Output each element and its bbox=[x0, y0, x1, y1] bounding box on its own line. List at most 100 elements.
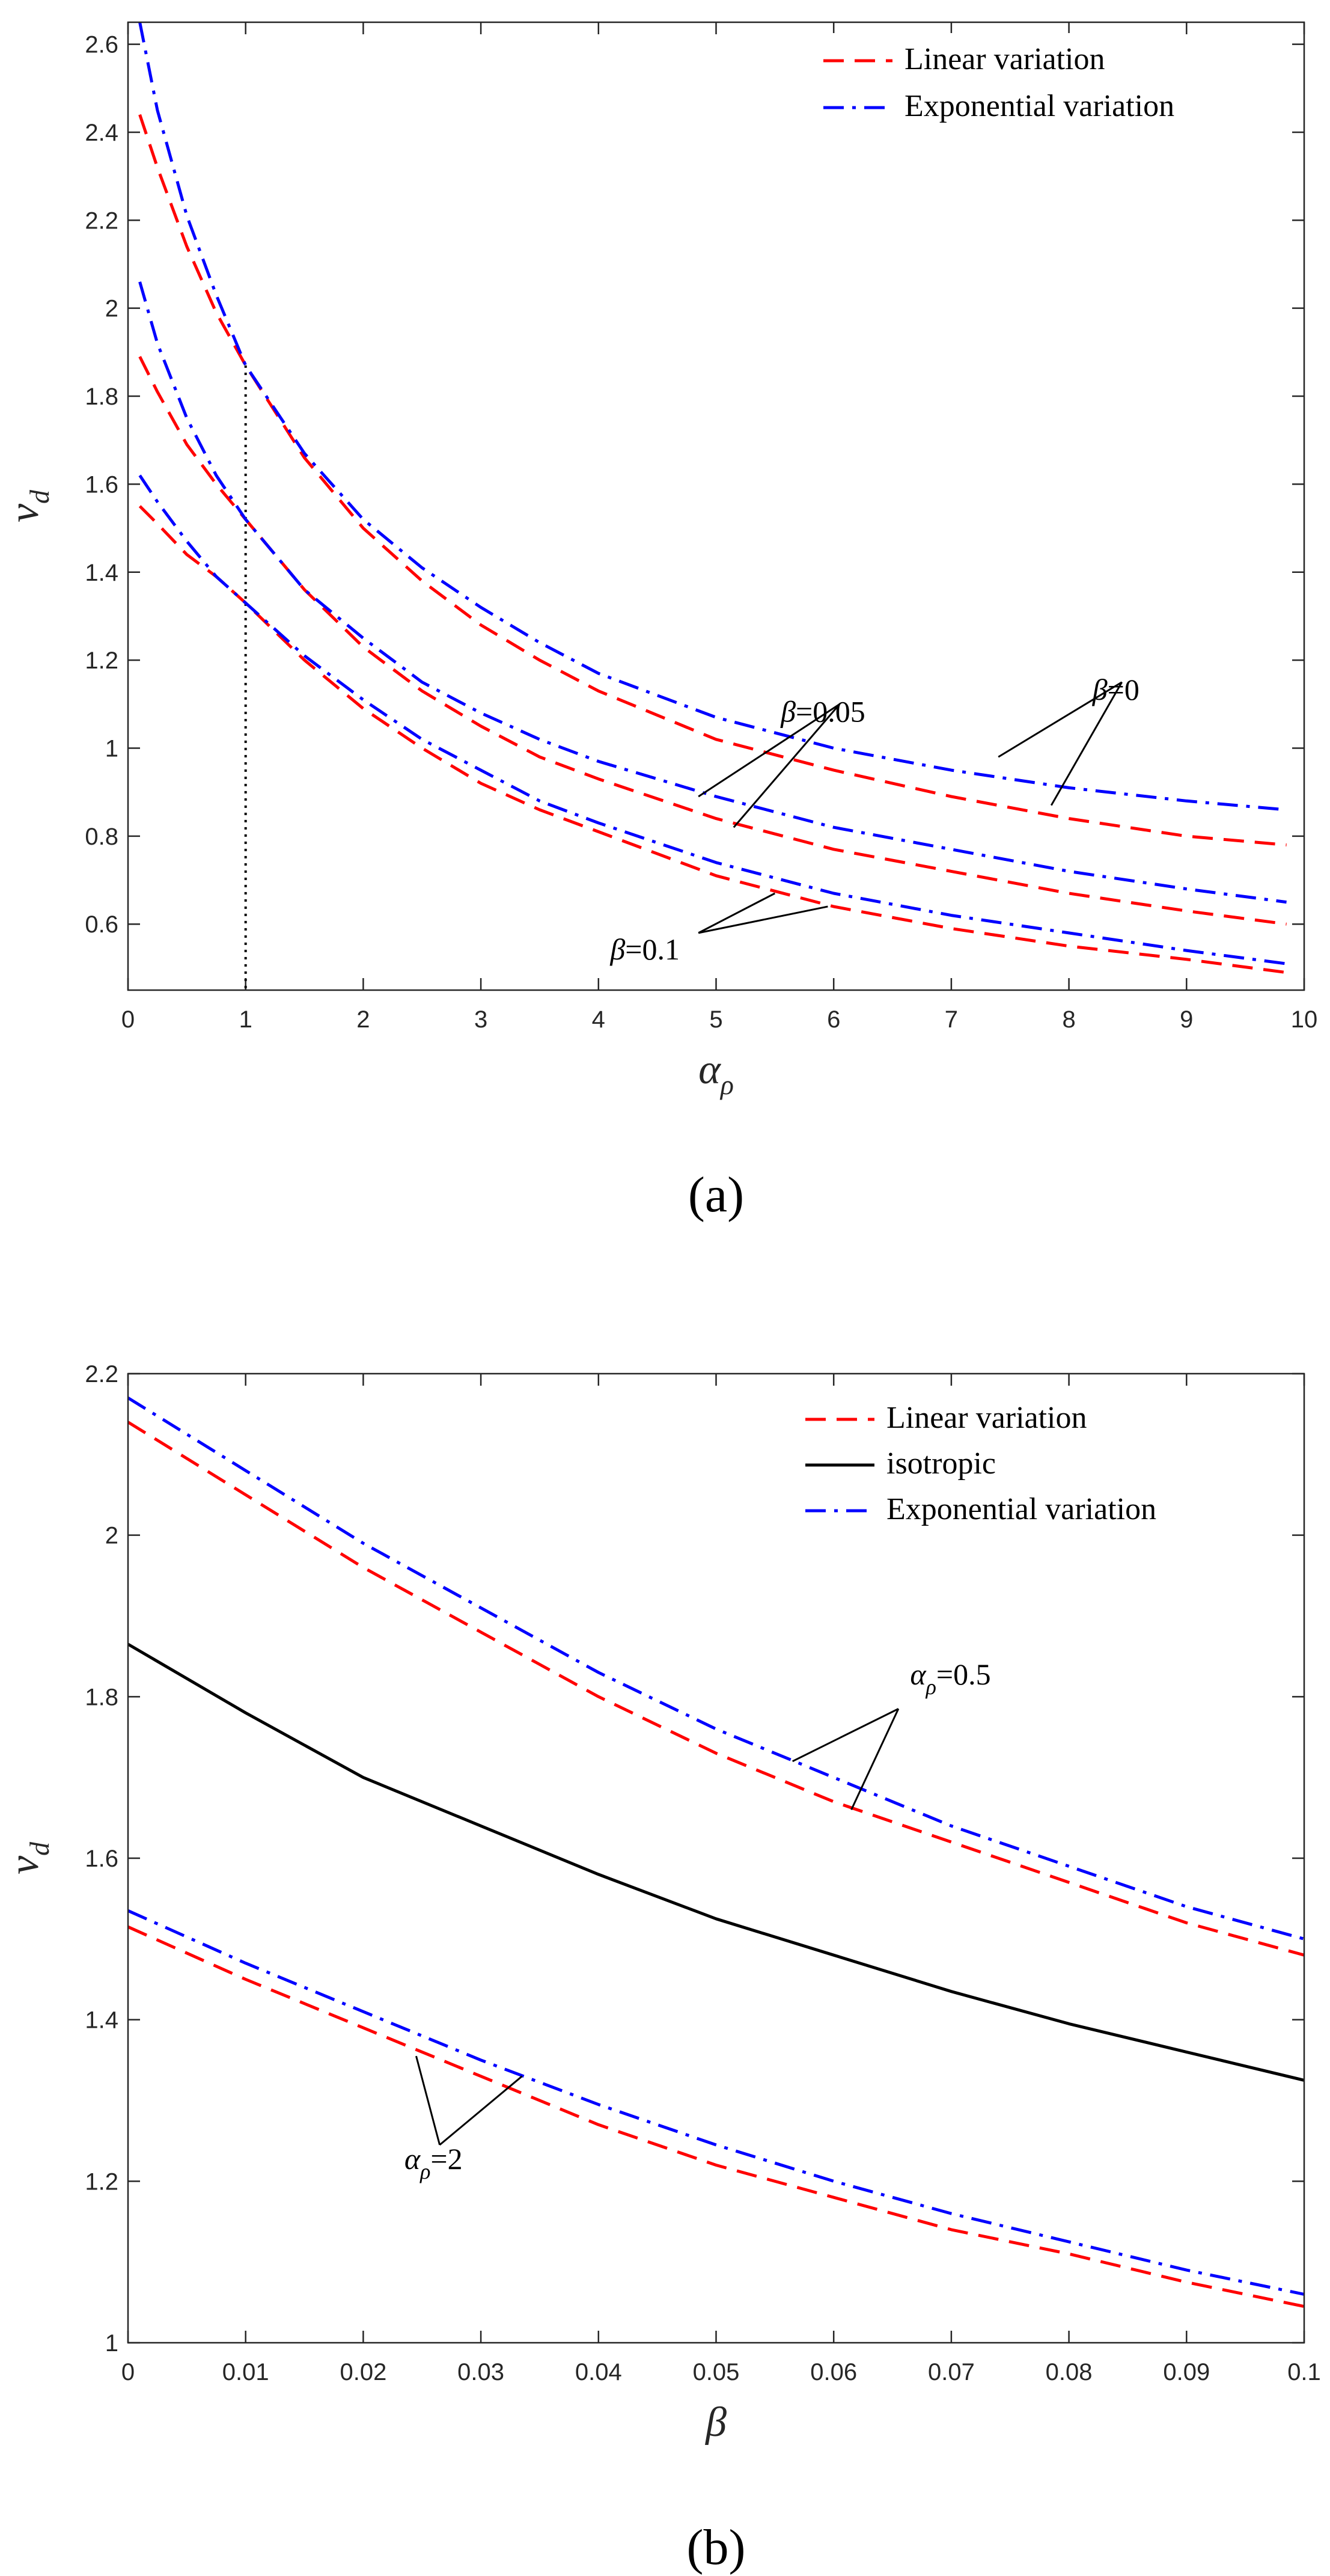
annotation-leader-line bbox=[1050, 681, 1123, 806]
series-line bbox=[138, 22, 1287, 812]
y-tick-label: 1.8 bbox=[85, 384, 118, 410]
x-tick-label: 0.05 bbox=[693, 2359, 740, 2385]
x-axis-label: β bbox=[704, 2399, 727, 2446]
y-tick-label: 1 bbox=[105, 736, 118, 762]
x-tick-label: 0.01 bbox=[222, 2359, 269, 2385]
series-line bbox=[127, 1421, 1305, 1957]
annotation-variable: α bbox=[910, 1657, 927, 1691]
panel-b: 0 0.01 0.02 0.03 0.04 0.05 0.06 0.07 0.08 0.09 0.1… bbox=[1, 1361, 1321, 2575]
y-tick-label: 1.8 bbox=[85, 1684, 118, 1710]
legend-label: Exponential variation bbox=[886, 1492, 1156, 1526]
annotation-leader-line bbox=[698, 905, 828, 934]
y-tick-label: 2.6 bbox=[85, 32, 118, 58]
series-line bbox=[138, 114, 1287, 846]
annotation-value: =0.05 bbox=[796, 695, 865, 729]
y-axis-label-symbol: v bbox=[1, 503, 47, 522]
axes-frame bbox=[127, 21, 1305, 991]
annotation-leader-line bbox=[733, 703, 841, 828]
y-tick-label: 1 bbox=[105, 2330, 118, 2357]
series-line bbox=[138, 505, 1287, 974]
legend-label: isotropic bbox=[886, 1446, 996, 1481]
x-tick-label: 4 bbox=[592, 1006, 605, 1033]
annotation-value: =0.1 bbox=[625, 932, 680, 966]
x-axis-label-symbol: α bbox=[698, 1047, 721, 1093]
x-tick-label: 0.02 bbox=[340, 2359, 386, 2385]
y-tick-label: 2 bbox=[105, 1523, 118, 1549]
axes-frame bbox=[127, 1372, 1305, 2344]
x-axis-label-symbol: β bbox=[704, 2399, 727, 2446]
annotation-subscript: ρ bbox=[926, 1675, 936, 1699]
x-tick-label: 3 bbox=[474, 1006, 487, 1033]
y-tick-label: 1.4 bbox=[85, 2007, 118, 2034]
x-tick-label: 10 bbox=[1291, 1006, 1318, 1033]
x-axis-label-subscript: ρ bbox=[719, 1069, 734, 1100]
annotation-subscript: ρ bbox=[419, 2159, 430, 2183]
y-tick-label: 1.2 bbox=[85, 2168, 118, 2195]
x-tick-label: 8 bbox=[1062, 1006, 1075, 1033]
x-tick-label: 0.09 bbox=[1163, 2359, 1210, 2385]
x-tick-label: 7 bbox=[945, 1006, 958, 1033]
series-line bbox=[138, 356, 1287, 926]
x-tick-label: 0.04 bbox=[575, 2359, 622, 2385]
panel-caption: (a) bbox=[688, 1167, 744, 1223]
annotation-value: =2 bbox=[430, 2142, 462, 2176]
annotation-variable: α bbox=[404, 2142, 421, 2176]
series-line bbox=[138, 474, 1287, 965]
y-tick-label: 2 bbox=[105, 296, 118, 322]
x-tick-label: 5 bbox=[709, 1006, 722, 1033]
annotation-label: β=0 bbox=[1092, 673, 1139, 706]
y-axis-label: vd bbox=[1, 489, 55, 522]
annotation-variable: β bbox=[780, 695, 796, 729]
y-tick-label: 1.6 bbox=[85, 471, 118, 498]
y-tick-label: 1.2 bbox=[85, 647, 118, 674]
annotation-label: αρ=0.5 bbox=[910, 1657, 990, 1699]
panel-caption: (b) bbox=[687, 2519, 746, 2575]
annotation-leader-line bbox=[698, 703, 840, 798]
y-tick-label: 2.2 bbox=[85, 1361, 118, 1387]
annotation-variable: β bbox=[1092, 673, 1108, 706]
annotation-leader-line bbox=[850, 1708, 900, 1811]
x-tick-label: 1 bbox=[239, 1006, 252, 1033]
series-line bbox=[127, 1909, 1305, 2296]
annotation-label: β=0.1 bbox=[609, 932, 680, 966]
annotation-leader-line bbox=[792, 1708, 899, 1763]
y-tick-label: 1.4 bbox=[85, 560, 118, 586]
x-tick-label: 0 bbox=[121, 2359, 135, 2385]
x-axis-label: αρ bbox=[698, 1047, 734, 1100]
y-tick-label: 0.6 bbox=[85, 911, 118, 938]
annotation-label: β=0.05 bbox=[780, 695, 865, 729]
series-line bbox=[127, 1642, 1305, 2082]
x-tick-label: 6 bbox=[827, 1006, 840, 1033]
x-tick-label: 2 bbox=[356, 1006, 370, 1033]
x-tick-label: 0.03 bbox=[457, 2359, 504, 2385]
plot-area bbox=[128, 22, 1304, 990]
legend-label: Linear variation bbox=[904, 42, 1105, 76]
y-axis-label-subscript: d bbox=[24, 489, 55, 504]
x-tick-label: 0.07 bbox=[928, 2359, 975, 2385]
y-tick-label: 2.2 bbox=[85, 207, 118, 234]
annotation-variable: β bbox=[609, 932, 625, 966]
annotation-value: =0.5 bbox=[936, 1657, 991, 1691]
y-axis-label-symbol: v bbox=[1, 1855, 47, 1874]
annotation-leader-line bbox=[698, 892, 776, 934]
x-tick-label: 0.08 bbox=[1046, 2359, 1093, 2385]
y-tick-label: 0.8 bbox=[85, 824, 118, 850]
series-line bbox=[127, 1925, 1305, 2308]
annotation-label: αρ=2 bbox=[404, 2142, 463, 2183]
y-axis-label-subscript: d bbox=[24, 1841, 55, 1856]
annotation-leader-line bbox=[439, 2075, 523, 2146]
annotation-leader-line bbox=[415, 2055, 441, 2146]
annotation-leader-line bbox=[998, 681, 1123, 758]
legend-label: Exponential variation bbox=[904, 89, 1174, 123]
legend-label: Linear variation bbox=[886, 1401, 1087, 1435]
y-tick-label: 1.6 bbox=[85, 1846, 118, 1872]
x-tick-label: 0 bbox=[121, 1006, 135, 1033]
panel-a: 0 1 2 3 4 5 6 7 8 9 10 0.6 0.8 1 1.2 1.4 1.6 1.8 2 2.2 2.4 2.… bbox=[1, 21, 1318, 1223]
x-tick-label: 0.06 bbox=[810, 2359, 857, 2385]
x-tick-label: 0.1 bbox=[1287, 2359, 1321, 2385]
y-tick-label: 2.4 bbox=[85, 120, 118, 146]
x-tick-label: 9 bbox=[1180, 1006, 1193, 1033]
annotation-value: =0 bbox=[1108, 673, 1139, 706]
y-axis-label: vd bbox=[1, 1841, 55, 1874]
